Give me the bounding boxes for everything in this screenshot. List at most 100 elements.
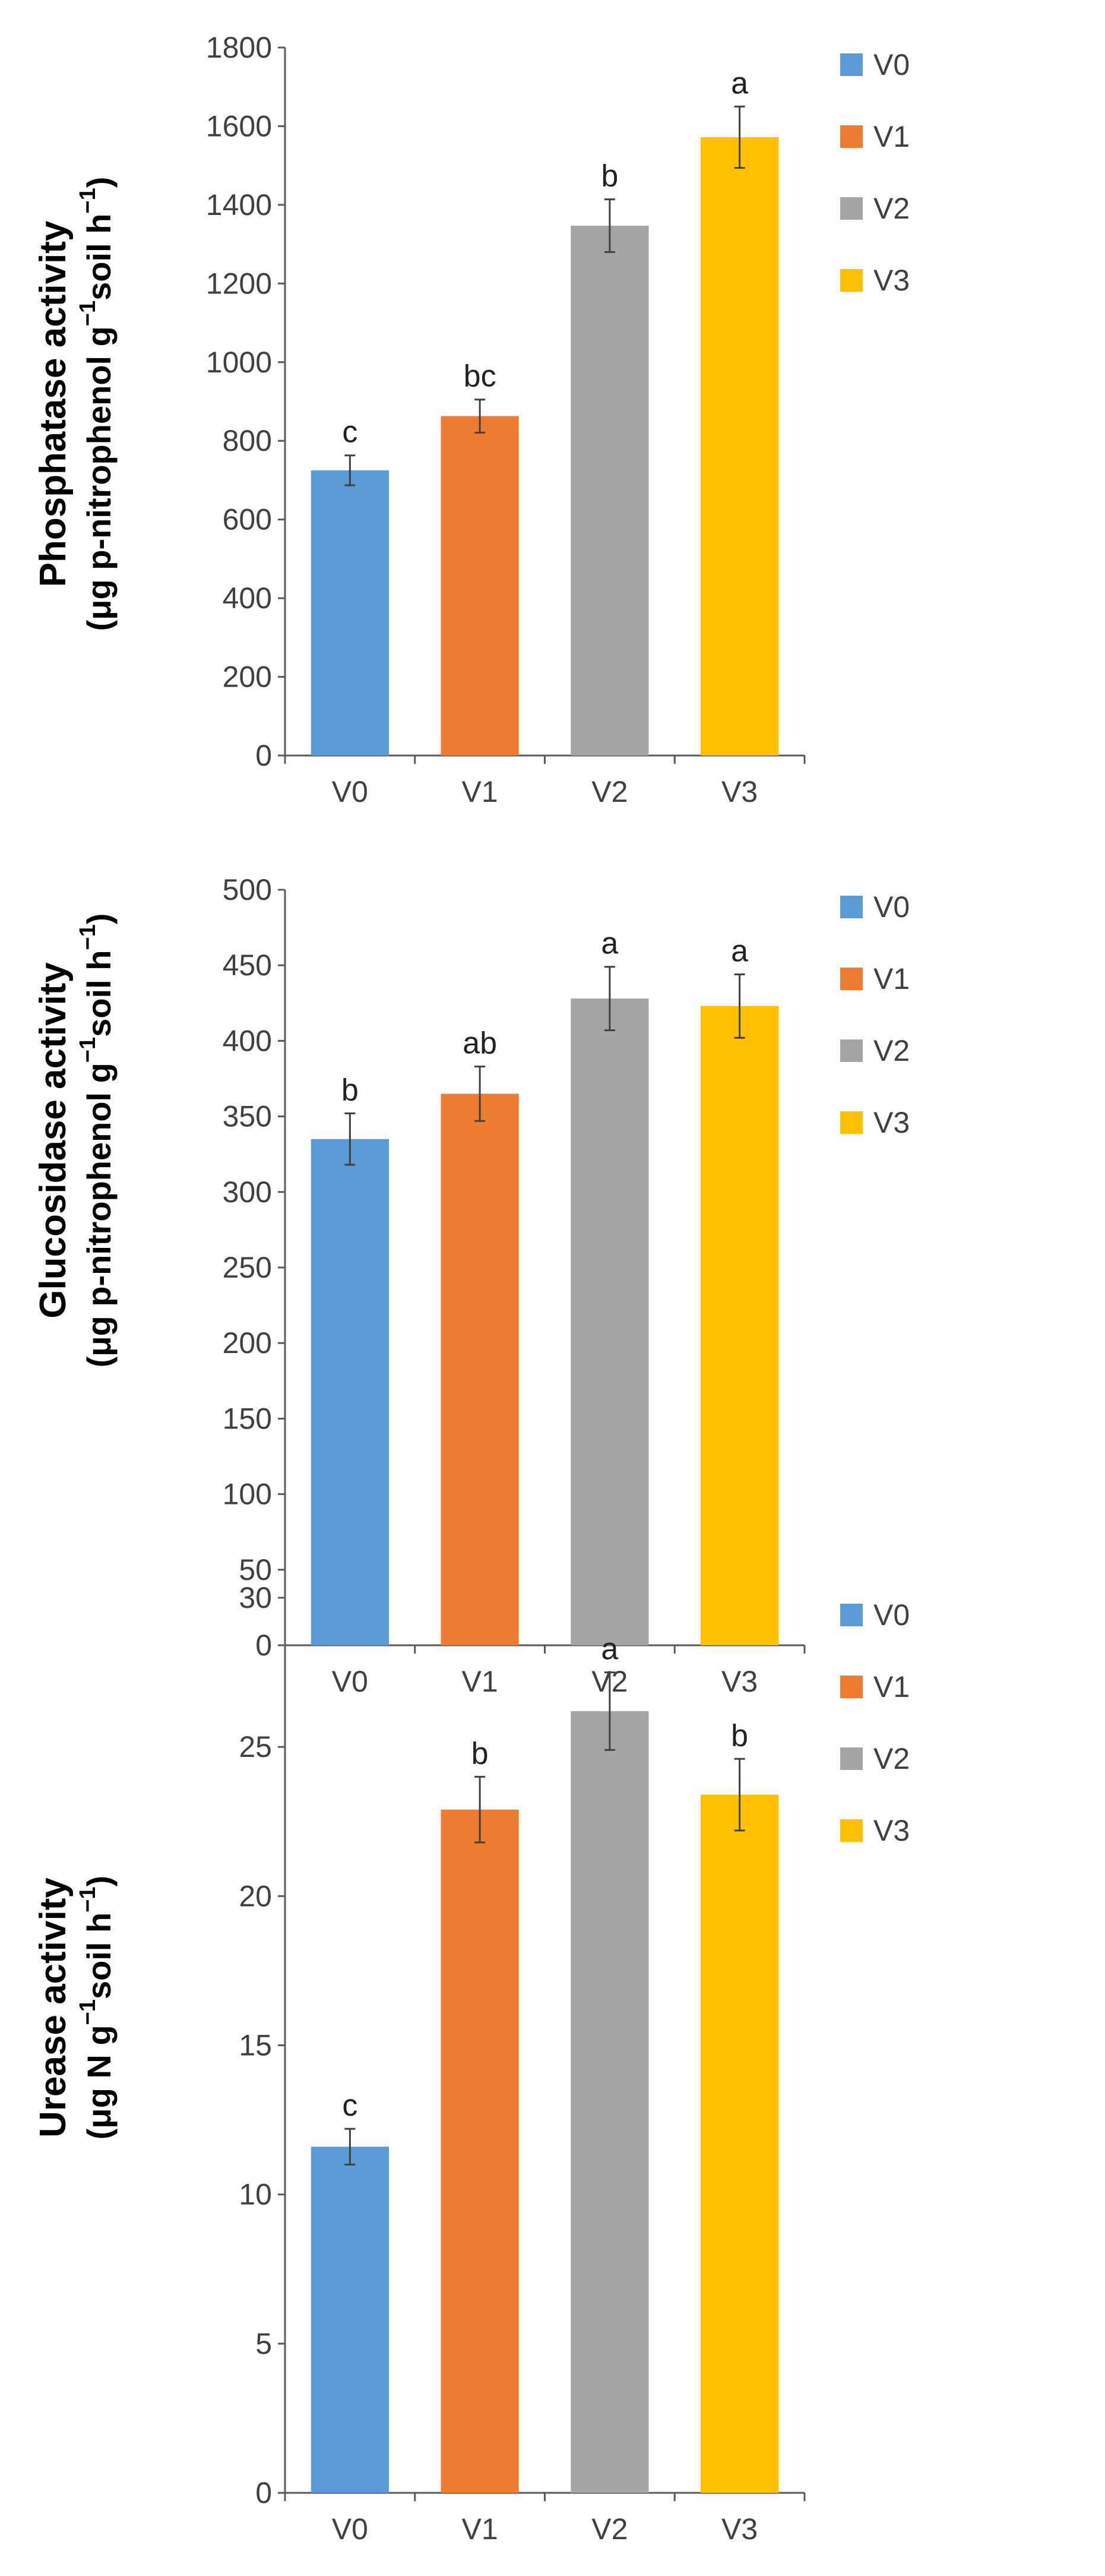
legend-swatch: [840, 1676, 863, 1698]
y-tick-label: 50: [239, 1553, 272, 1586]
x-tick-label: V3: [721, 1665, 758, 1698]
y-tick-label: 1400: [206, 188, 272, 222]
y-tick-label: 500: [223, 873, 272, 906]
bar-v3: [701, 1006, 779, 1645]
x-tick-label: V1: [462, 1665, 498, 1698]
y-tick-label: 150: [223, 1402, 272, 1435]
y-tick-label: 200: [223, 660, 272, 694]
y-tick-label: 30: [239, 1581, 272, 1614]
y-axis-label: Urease activity (μg N g−1soil h−1): [33, 1876, 118, 2139]
y-axis-label: Phosphatase activity (μg p-nitrophenol g…: [33, 177, 118, 631]
legend-label: V1: [873, 120, 910, 153]
x-tick-label: V0: [332, 775, 368, 808]
y-tick-label: 1800: [206, 31, 272, 64]
y-tick-label: 0: [255, 2476, 272, 2509]
legend-swatch: [840, 1604, 863, 1626]
legend-swatch: [840, 1747, 863, 1770]
y-tick-label: 600: [223, 503, 272, 536]
legend-swatch: [840, 896, 863, 918]
significance-label: b: [471, 1736, 489, 1771]
legend-swatch: [840, 1039, 863, 1062]
x-tick-label: V0: [332, 2512, 368, 2546]
x-tick-label: V1: [462, 775, 498, 808]
bar-v1: [441, 1809, 519, 2493]
y-axis-label: Glucosidase activity (μg p-nitrophenol g…: [33, 914, 118, 1368]
y-label-line2: (μg p-nitrophenol g−1soil h−1): [75, 914, 118, 1368]
bar-v0: [311, 2147, 389, 2493]
y-label-line2: (μg p-nitrophenol g−1soil h−1): [75, 177, 118, 631]
significance-label: ab: [463, 1026, 497, 1061]
panel-urease: Urease activity (μg N g−1soil h−1) 0 5 10 1…: [33, 1581, 910, 2546]
significance-label: a: [731, 66, 748, 100]
legend-label: V3: [873, 1814, 910, 1847]
significance-label: b: [601, 159, 618, 194]
significance-label: c: [342, 415, 357, 450]
y-tick-label: 250: [223, 1251, 272, 1284]
y-tick-label: 15: [239, 2029, 272, 2062]
y-tick-label: 25: [239, 1730, 272, 1763]
legend-swatch: [840, 968, 863, 990]
panel-glucosidase: Glucosidase activity (μg p-nitrophenol g…: [33, 873, 910, 1698]
legend-label: V2: [873, 1034, 910, 1067]
significance-label: b: [731, 1718, 748, 1753]
y-label-line1: Urease activity: [33, 1878, 74, 2138]
legend-label: V1: [873, 962, 910, 995]
x-tick-label: V0: [332, 1665, 368, 1698]
y-label-line1: Glucosidase activity: [33, 962, 74, 1319]
legend-label: V3: [873, 1106, 910, 1139]
significance-label: bc: [464, 359, 496, 394]
bar-v0: [311, 1139, 389, 1645]
bar-v2: [571, 998, 649, 1645]
legend-label: V2: [873, 192, 910, 225]
y-tick-label: 0: [255, 739, 272, 772]
bar-v3: [701, 1794, 779, 2493]
legend-label: V2: [873, 1742, 910, 1775]
y-tick-label: 5: [255, 2327, 272, 2360]
x-tick-label: V3: [721, 775, 758, 808]
y-tick-label: 300: [223, 1175, 272, 1209]
significance-label: a: [731, 934, 748, 968]
bar-v1: [441, 1093, 519, 1645]
legend-swatch: [840, 197, 863, 220]
legend-swatch: [840, 269, 863, 292]
panel-phosphatase: Phosphatase activity (μg p-nitrophenol g…: [33, 31, 910, 808]
y-label-line2: (μg N g−1soil h−1): [75, 1876, 118, 2139]
y-tick-label: 1600: [206, 109, 272, 143]
y-label-line1: Phosphatase activity: [33, 220, 74, 587]
legend-swatch: [840, 1819, 863, 1842]
legend-label: V3: [873, 264, 910, 297]
y-tick-label: 20: [239, 1879, 272, 1913]
legend-swatch: [840, 1111, 863, 1134]
y-tick-label: 10: [239, 2178, 272, 2211]
y-tick-label: 0: [255, 1629, 272, 1662]
legend-swatch: [840, 125, 863, 148]
y-tick-label: 350: [223, 1100, 272, 1133]
y-tick-label: 1000: [206, 346, 272, 379]
x-tick-label: V2: [591, 775, 628, 808]
x-tick-label: V2: [591, 2512, 628, 2546]
legend-swatch: [840, 53, 863, 76]
legend-label: V0: [873, 1598, 910, 1632]
x-tick-label: V1: [462, 2512, 498, 2546]
bar-v2: [571, 1711, 649, 2493]
y-tick-label: 200: [223, 1326, 272, 1360]
y-tick-label: 800: [223, 424, 272, 457]
y-tick-label: 100: [223, 1478, 272, 1511]
bar-v0: [311, 470, 389, 756]
legend-label: V0: [873, 48, 910, 81]
significance-label: b: [341, 1073, 359, 1108]
bar-v1: [441, 416, 519, 756]
bar-v3: [701, 137, 779, 756]
significance-label: c: [342, 2088, 357, 2123]
bar-v2: [571, 225, 649, 756]
y-tick-label: 450: [223, 949, 272, 982]
legend-label: V1: [873, 1670, 910, 1703]
y-tick-label: 1200: [206, 267, 272, 300]
significance-label: a: [601, 1632, 618, 1667]
y-tick-label: 400: [223, 1024, 272, 1057]
significance-label: a: [601, 927, 618, 961]
x-tick-label: V3: [721, 2512, 758, 2546]
legend-label: V0: [873, 890, 910, 924]
y-tick-label: 400: [223, 581, 272, 615]
